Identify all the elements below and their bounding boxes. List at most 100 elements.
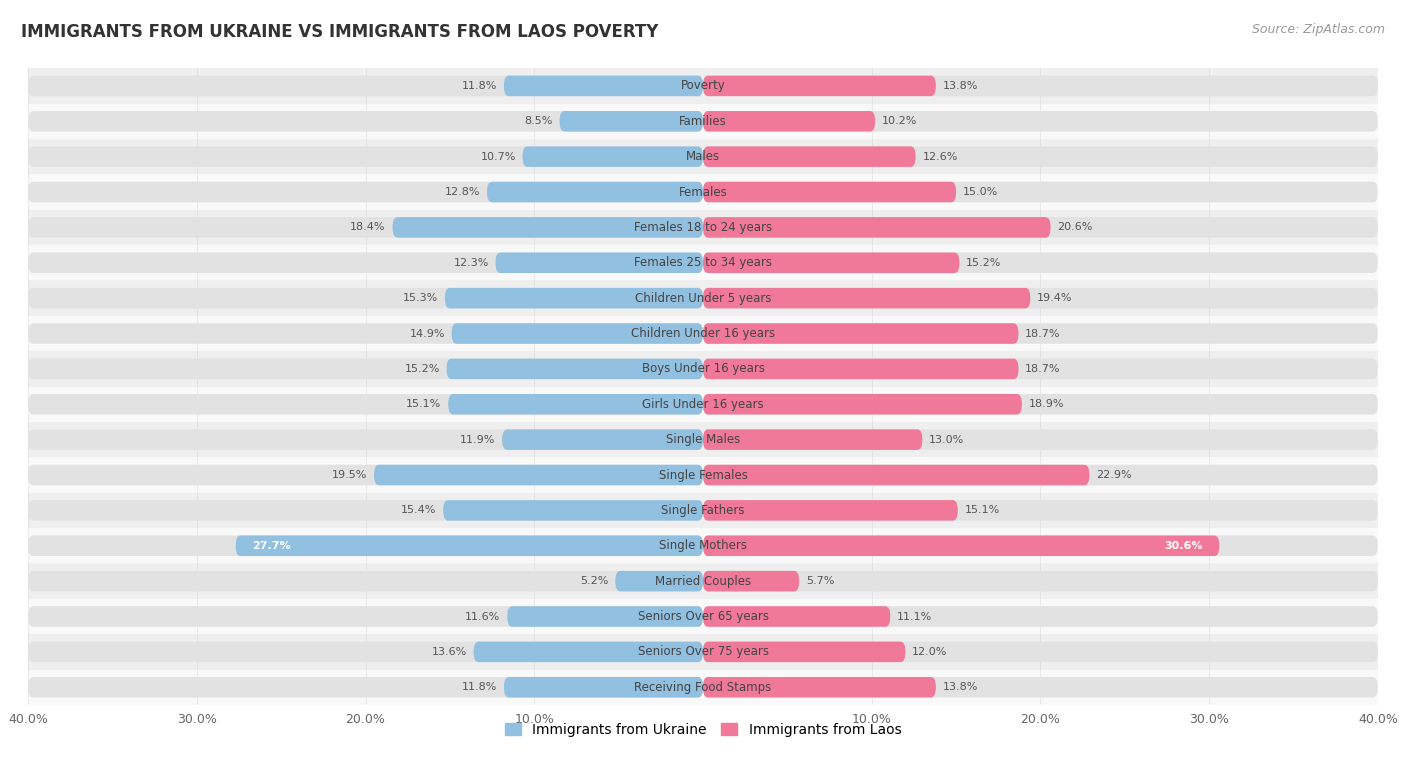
FancyBboxPatch shape	[703, 535, 1378, 556]
FancyBboxPatch shape	[703, 465, 1090, 485]
FancyBboxPatch shape	[703, 217, 1378, 238]
Bar	[28, 387, 1378, 422]
Text: 12.3%: 12.3%	[453, 258, 489, 268]
FancyBboxPatch shape	[703, 429, 922, 450]
FancyBboxPatch shape	[616, 571, 703, 591]
FancyBboxPatch shape	[392, 217, 703, 238]
FancyBboxPatch shape	[28, 323, 703, 344]
FancyBboxPatch shape	[703, 606, 890, 627]
Text: 11.1%: 11.1%	[897, 612, 932, 622]
FancyBboxPatch shape	[703, 677, 1378, 697]
FancyBboxPatch shape	[28, 288, 703, 309]
Bar	[28, 316, 1378, 351]
FancyBboxPatch shape	[703, 571, 1378, 591]
Text: 12.0%: 12.0%	[912, 647, 948, 657]
Text: Families: Families	[679, 114, 727, 128]
Text: Single Mothers: Single Mothers	[659, 539, 747, 553]
FancyBboxPatch shape	[28, 76, 703, 96]
Text: 11.9%: 11.9%	[460, 434, 495, 445]
Text: 14.9%: 14.9%	[409, 328, 444, 339]
Text: Single Females: Single Females	[658, 468, 748, 481]
Text: 13.6%: 13.6%	[432, 647, 467, 657]
Bar	[28, 68, 1378, 104]
FancyBboxPatch shape	[703, 394, 1022, 415]
Bar	[28, 634, 1378, 669]
Bar	[28, 422, 1378, 457]
Bar	[28, 669, 1378, 705]
Text: 19.4%: 19.4%	[1038, 293, 1073, 303]
Text: Males: Males	[686, 150, 720, 163]
FancyBboxPatch shape	[447, 359, 703, 379]
FancyBboxPatch shape	[28, 465, 703, 485]
FancyBboxPatch shape	[503, 76, 703, 96]
Bar	[28, 528, 1378, 563]
FancyBboxPatch shape	[28, 535, 703, 556]
FancyBboxPatch shape	[703, 182, 956, 202]
Text: Source: ZipAtlas.com: Source: ZipAtlas.com	[1251, 23, 1385, 36]
FancyBboxPatch shape	[703, 535, 1219, 556]
FancyBboxPatch shape	[449, 394, 703, 415]
FancyBboxPatch shape	[28, 217, 703, 238]
Text: 11.8%: 11.8%	[461, 682, 498, 692]
Text: Seniors Over 65 years: Seniors Over 65 years	[637, 610, 769, 623]
FancyBboxPatch shape	[703, 465, 1378, 485]
FancyBboxPatch shape	[703, 76, 936, 96]
FancyBboxPatch shape	[703, 500, 957, 521]
FancyBboxPatch shape	[28, 500, 703, 521]
FancyBboxPatch shape	[703, 359, 1018, 379]
Text: 5.2%: 5.2%	[581, 576, 609, 586]
FancyBboxPatch shape	[703, 146, 1378, 167]
Bar	[28, 104, 1378, 139]
FancyBboxPatch shape	[703, 288, 1378, 309]
Bar	[28, 174, 1378, 210]
FancyBboxPatch shape	[28, 252, 703, 273]
FancyBboxPatch shape	[703, 76, 1378, 96]
Bar	[28, 280, 1378, 316]
Text: 13.8%: 13.8%	[942, 682, 979, 692]
Text: Females 18 to 24 years: Females 18 to 24 years	[634, 221, 772, 234]
FancyBboxPatch shape	[703, 146, 915, 167]
Text: Children Under 5 years: Children Under 5 years	[634, 292, 772, 305]
FancyBboxPatch shape	[523, 146, 703, 167]
FancyBboxPatch shape	[703, 252, 959, 273]
Bar	[28, 210, 1378, 245]
FancyBboxPatch shape	[703, 606, 1378, 627]
Text: Single Males: Single Males	[666, 433, 740, 446]
Text: 10.2%: 10.2%	[882, 116, 917, 127]
Text: 20.6%: 20.6%	[1057, 222, 1092, 233]
FancyBboxPatch shape	[28, 677, 703, 697]
Text: Females: Females	[679, 186, 727, 199]
FancyBboxPatch shape	[28, 394, 703, 415]
FancyBboxPatch shape	[703, 252, 1378, 273]
FancyBboxPatch shape	[28, 359, 703, 379]
Text: Children Under 16 years: Children Under 16 years	[631, 327, 775, 340]
Text: 5.7%: 5.7%	[806, 576, 834, 586]
FancyBboxPatch shape	[703, 500, 1378, 521]
FancyBboxPatch shape	[495, 252, 703, 273]
Text: 11.6%: 11.6%	[465, 612, 501, 622]
Bar	[28, 139, 1378, 174]
Text: 15.2%: 15.2%	[966, 258, 1001, 268]
Text: Boys Under 16 years: Boys Under 16 years	[641, 362, 765, 375]
FancyBboxPatch shape	[703, 182, 1378, 202]
Text: Females 25 to 34 years: Females 25 to 34 years	[634, 256, 772, 269]
Text: 11.8%: 11.8%	[461, 81, 498, 91]
FancyBboxPatch shape	[28, 111, 703, 132]
Text: 15.3%: 15.3%	[404, 293, 439, 303]
Text: 18.4%: 18.4%	[350, 222, 385, 233]
FancyBboxPatch shape	[451, 323, 703, 344]
FancyBboxPatch shape	[508, 606, 703, 627]
Text: 15.1%: 15.1%	[965, 506, 1000, 515]
Text: 15.1%: 15.1%	[406, 399, 441, 409]
Legend: Immigrants from Ukraine, Immigrants from Laos: Immigrants from Ukraine, Immigrants from…	[499, 718, 907, 743]
FancyBboxPatch shape	[236, 535, 703, 556]
Text: Single Fathers: Single Fathers	[661, 504, 745, 517]
Text: 12.8%: 12.8%	[444, 187, 481, 197]
FancyBboxPatch shape	[28, 146, 703, 167]
Text: 15.2%: 15.2%	[405, 364, 440, 374]
FancyBboxPatch shape	[28, 571, 703, 591]
FancyBboxPatch shape	[703, 677, 936, 697]
Bar	[28, 493, 1378, 528]
FancyBboxPatch shape	[703, 359, 1378, 379]
Bar	[28, 563, 1378, 599]
